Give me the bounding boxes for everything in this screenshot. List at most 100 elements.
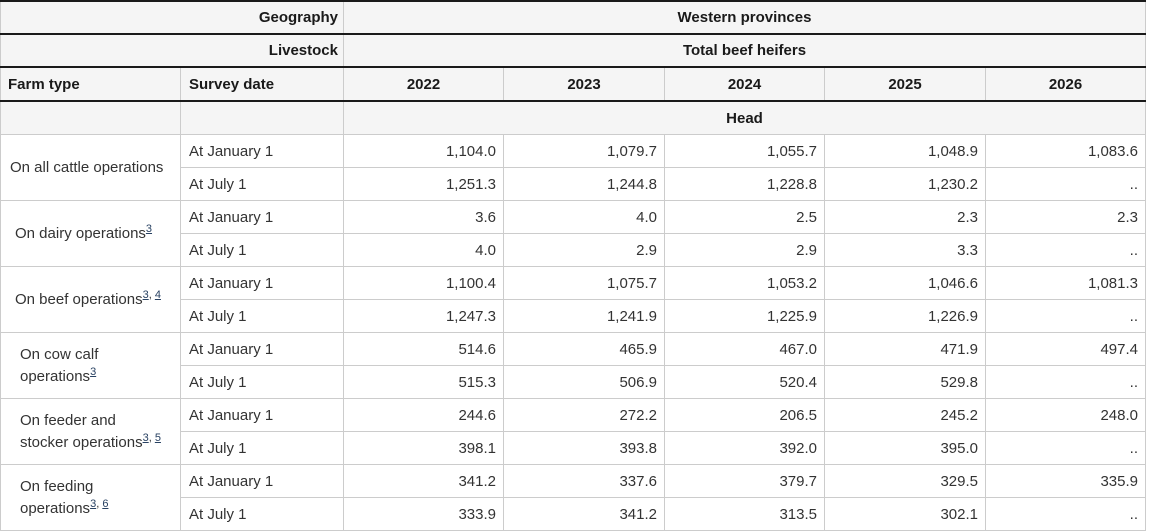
table-row: At July 1 398.1 393.8 392.0 395.0.. (1, 431, 1146, 465)
farm-type-cell: On feeder and stocker operations3, 5 (0, 398, 181, 465)
value-cell: .. (985, 299, 1146, 333)
survey-date-cell: At July 1 (180, 233, 344, 267)
footnote-5-link[interactable]: 5 (154, 431, 161, 444)
value-cell: 3.6 (343, 200, 504, 234)
value-cell: 4.0 (503, 200, 665, 234)
year-column-header-2025: 2025 (824, 66, 986, 102)
footnote-3-link[interactable]: 3 (142, 288, 149, 301)
survey-date-cell: At January 1 (180, 332, 344, 366)
value-cell: 1,230.2 (824, 167, 986, 201)
value-cell: .. (985, 167, 1146, 201)
value-cell: 379.7 (664, 464, 825, 498)
survey-date-cell: At January 1 (180, 266, 344, 300)
farm-type-label: On beef operations (15, 290, 143, 308)
value-cell: 341.2 (503, 497, 665, 531)
value-cell: 398.1 (343, 431, 504, 465)
value-cell: 1,048.9 (824, 134, 986, 168)
farm-type-label: On feeder and stocker operations (20, 411, 143, 451)
value-cell: 497.4 (985, 332, 1146, 366)
value-cell: 245.2 (824, 398, 986, 432)
footnote-3-link[interactable]: 3 (142, 431, 149, 444)
footnote-3-link[interactable]: 3 (90, 497, 97, 510)
unit-row: Head (0, 100, 1146, 135)
farm-type-cell: On dairy operations3 (0, 200, 181, 267)
table-row: At July 1 333.9 341.2 313.5 302.1.. (1, 497, 1146, 531)
value-cell: 393.8 (503, 431, 665, 465)
year-column-header-2026: 2026 (985, 66, 1146, 102)
value-cell: 206.5 (664, 398, 825, 432)
farm-type-cell: On beef operations3, 4 (0, 266, 181, 333)
value-cell: 520.4 (664, 365, 825, 399)
value-cell: 1,081.3 (985, 266, 1146, 300)
year-column-header-2022: 2022 (343, 66, 504, 102)
value-cell: 514.6 (343, 332, 504, 366)
footnote-6-link[interactable]: 6 (102, 497, 109, 510)
survey-date-cell: At July 1 (180, 167, 344, 201)
value-cell: 1,226.9 (824, 299, 986, 333)
year-column-header-2024: 2024 (664, 66, 825, 102)
table-row: On beef operations3, 4 At January 1 1,100.… (0, 266, 1146, 333)
farm-type-column-header: Farm type (0, 66, 181, 102)
value-cell: 529.8 (824, 365, 986, 399)
value-cell: 1,083.6 (985, 134, 1146, 168)
value-cell: 329.5 (824, 464, 986, 498)
footnote-refs: 3 (90, 366, 96, 378)
value-cell: 335.9 (985, 464, 1146, 498)
survey-date-column-header: Survey date (180, 66, 344, 102)
value-cell: 302.1 (824, 497, 986, 531)
year-column-header-2023: 2023 (503, 66, 665, 102)
unit-row-empty-survey-cell (180, 100, 344, 135)
footnote-refs: 3 (146, 223, 152, 235)
value-cell: 337.6 (503, 464, 665, 498)
table-row: On cow calf operations3 At January 1 514.6… (0, 332, 1146, 399)
value-cell: 515.3 (343, 365, 504, 399)
value-cell: 1,228.8 (664, 167, 825, 201)
value-cell: 467.0 (664, 332, 825, 366)
livestock-label: Livestock (0, 33, 344, 68)
farm-type-label: On cow calf operations (20, 345, 99, 385)
value-cell: 2.3 (985, 200, 1146, 234)
value-cell: 3.3 (824, 233, 986, 267)
footnote-refs: 3, 5 (142, 431, 161, 444)
table-body: On all cattle operations At January 1 1,10… (0, 134, 1146, 531)
value-cell: .. (985, 365, 1146, 399)
value-cell: 1,225.9 (664, 299, 825, 333)
value-cell: 341.2 (343, 464, 504, 498)
value-cell: 471.9 (824, 332, 986, 366)
value-cell: 2.3 (824, 200, 986, 234)
table-row: At July 1 515.3 506.9 520.4 529.8.. (1, 365, 1146, 399)
value-cell: 1,104.0 (343, 134, 504, 168)
footnote-3-link[interactable]: 3 (90, 365, 97, 378)
survey-date-cell: At July 1 (180, 299, 344, 333)
table-header: Geography Western provinces Livestock To… (0, 0, 1146, 135)
footnote-refs: 3, 4 (142, 288, 161, 301)
value-cell: 1,075.7 (503, 266, 665, 300)
livestock-row: Livestock Total beef heifers (0, 33, 1146, 68)
farm-type-label: On dairy operations (15, 224, 146, 242)
survey-date-cell: At January 1 (180, 134, 344, 168)
survey-date-cell: At January 1 (180, 200, 344, 234)
value-cell: 1,244.8 (503, 167, 665, 201)
table-row: At July 1 1,251.3 1,244.8 1,228.8 1,230.2.. (1, 167, 1146, 201)
geography-value: Western provinces (343, 0, 1146, 35)
footnote-3-link[interactable]: 3 (145, 222, 153, 235)
value-cell: .. (985, 431, 1146, 465)
farm-type-cell: On feeding operations3, 6 (0, 464, 181, 531)
value-cell: 2.5 (664, 200, 825, 234)
value-cell: 395.0 (824, 431, 986, 465)
geography-label: Geography (0, 0, 344, 35)
table-row: On feeder and stocker operations3, 5 At J… (0, 398, 1146, 465)
value-cell: 4.0 (343, 233, 504, 267)
value-cell: 1,046.6 (824, 266, 986, 300)
footnote-4-link[interactable]: 4 (154, 288, 161, 301)
unit-row-empty-farm-cell (0, 100, 181, 135)
value-cell: 1,079.7 (503, 134, 665, 168)
survey-date-cell: At July 1 (180, 497, 344, 531)
survey-date-cell: At July 1 (180, 431, 344, 465)
farm-type-label: On all cattle operations (10, 158, 164, 176)
value-cell: 333.9 (343, 497, 504, 531)
farm-type-cell: On cow calf operations3 (0, 332, 181, 399)
value-cell: .. (985, 497, 1146, 531)
value-cell: 392.0 (664, 431, 825, 465)
table-row: At July 1 4.0 2.9 2.9 3.3.. (1, 233, 1146, 267)
